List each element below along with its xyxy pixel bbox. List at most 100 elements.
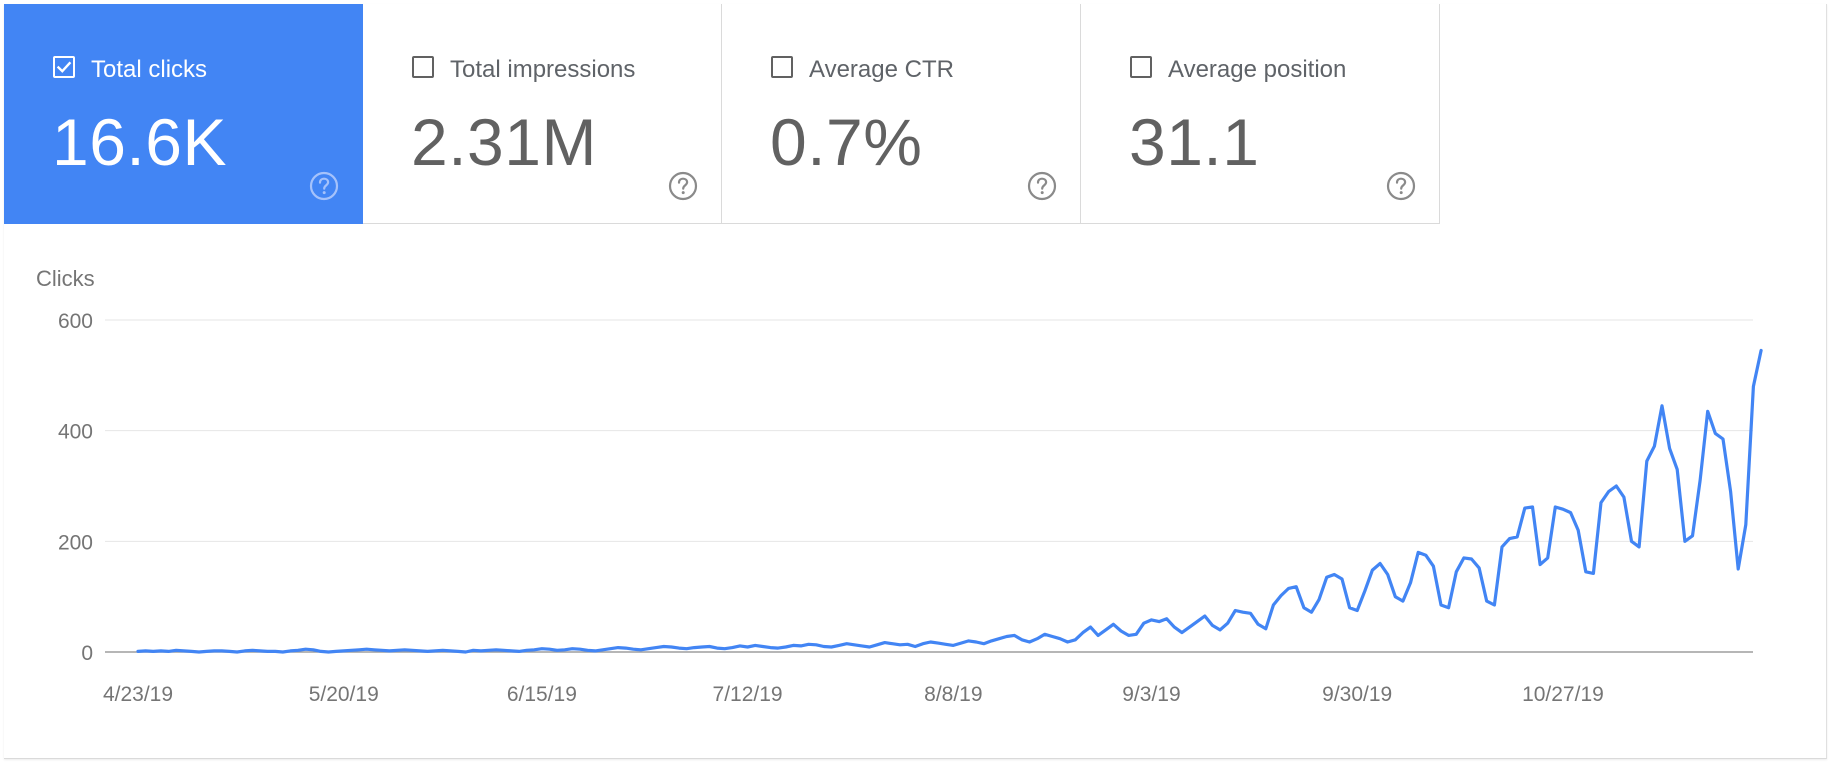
data-point[interactable]: [233, 648, 241, 656]
data-point[interactable]: [1155, 618, 1163, 626]
data-point[interactable]: [309, 646, 317, 654]
data-point[interactable]: [606, 645, 614, 653]
data-point[interactable]: [149, 647, 157, 655]
data-point[interactable]: [637, 646, 645, 654]
data-point[interactable]: [218, 647, 226, 655]
data-point[interactable]: [1003, 633, 1011, 641]
data-point[interactable]: [1490, 601, 1498, 609]
data-point[interactable]: [408, 646, 416, 654]
data-point[interactable]: [340, 647, 348, 655]
data-point[interactable]: [1285, 584, 1293, 592]
data-point[interactable]: [713, 644, 721, 652]
data-point[interactable]: [599, 646, 607, 654]
data-point[interactable]: [1506, 535, 1514, 543]
data-point[interactable]: [530, 646, 538, 654]
data-point[interactable]: [1170, 623, 1178, 631]
data-point[interactable]: [1216, 626, 1224, 634]
data-point[interactable]: [835, 641, 843, 649]
data-point[interactable]: [241, 647, 249, 655]
data-point[interactable]: [759, 643, 767, 651]
data-point[interactable]: [1361, 587, 1369, 595]
data-point[interactable]: [995, 635, 1003, 643]
data-point[interactable]: [1132, 630, 1140, 638]
data-point[interactable]: [1597, 499, 1605, 507]
data-point[interactable]: [416, 647, 424, 655]
data-point[interactable]: [942, 640, 950, 648]
data-point[interactable]: [302, 645, 310, 653]
data-point[interactable]: [645, 645, 653, 653]
data-point[interactable]: [507, 647, 515, 655]
data-point[interactable]: [1437, 601, 1445, 609]
data-point[interactable]: [820, 643, 828, 651]
data-point[interactable]: [1384, 571, 1392, 579]
data-point[interactable]: [1612, 482, 1620, 490]
data-point[interactable]: [1338, 575, 1346, 583]
data-point[interactable]: [515, 647, 523, 655]
data-point[interactable]: [1429, 562, 1437, 570]
data-point[interactable]: [279, 648, 287, 656]
data-point[interactable]: [911, 643, 919, 651]
data-point[interactable]: [827, 643, 835, 651]
data-point[interactable]: [500, 646, 508, 654]
data-point[interactable]: [195, 648, 203, 656]
data-point[interactable]: [1521, 504, 1529, 512]
data-point[interactable]: [1711, 429, 1719, 437]
data-point[interactable]: [1224, 619, 1232, 627]
data-point[interactable]: [1666, 444, 1674, 452]
data-point[interactable]: [927, 638, 935, 646]
data-point[interactable]: [957, 639, 965, 647]
data-point[interactable]: [919, 640, 927, 648]
clicks-line-chart[interactable]: Clicks 0 200 400 600 4/23/19 5/20/19 6/15/19 7…: [4, 224, 1826, 758]
data-point[interactable]: [1346, 604, 1354, 612]
data-point[interactable]: [767, 644, 775, 652]
data-point[interactable]: [1300, 604, 1308, 612]
data-point[interactable]: [1391, 593, 1399, 601]
data-point[interactable]: [1689, 532, 1697, 540]
data-point[interactable]: [576, 645, 584, 653]
data-point[interactable]: [858, 642, 866, 650]
data-point[interactable]: [1064, 638, 1072, 646]
data-point[interactable]: [622, 644, 630, 652]
data-point[interactable]: [1087, 623, 1095, 631]
data-point[interactable]: [1094, 631, 1102, 639]
data-point[interactable]: [1376, 560, 1384, 568]
data-point[interactable]: [370, 646, 378, 654]
data-point[interactable]: [355, 646, 363, 654]
data-point[interactable]: [1704, 407, 1712, 415]
data-point[interactable]: [1056, 635, 1064, 643]
data-point[interactable]: [1650, 442, 1658, 450]
data-point[interactable]: [1163, 615, 1171, 623]
data-point[interactable]: [1681, 537, 1689, 545]
data-point[interactable]: [1628, 537, 1636, 545]
data-point[interactable]: [553, 646, 561, 654]
data-point[interactable]: [1353, 607, 1361, 615]
metric-card-total-clicks[interactable]: Total clicks 16.6K: [4, 4, 363, 224]
data-point[interactable]: [1620, 493, 1628, 501]
metric-card-average-ctr[interactable]: Average CTR 0.7%: [722, 4, 1081, 224]
data-point[interactable]: [1513, 533, 1521, 541]
data-point[interactable]: [1742, 521, 1750, 529]
data-point[interactable]: [1033, 635, 1041, 643]
data-point[interactable]: [1567, 509, 1575, 517]
data-point[interactable]: [446, 647, 454, 655]
data-point[interactable]: [1749, 382, 1757, 390]
data-point[interactable]: [1262, 625, 1270, 633]
data-point[interactable]: [401, 646, 409, 654]
data-point[interactable]: [424, 647, 432, 655]
data-point[interactable]: [949, 641, 957, 649]
data-point[interactable]: [1483, 597, 1491, 605]
data-point[interactable]: [904, 640, 912, 648]
data-point[interactable]: [1186, 623, 1194, 631]
data-point[interactable]: [538, 645, 546, 653]
data-point[interactable]: [1125, 631, 1133, 639]
data-point[interactable]: [1018, 636, 1026, 644]
data-point[interactable]: [1315, 595, 1323, 603]
data-point[interactable]: [187, 647, 195, 655]
data-point[interactable]: [1574, 526, 1582, 534]
data-point[interactable]: [881, 639, 889, 647]
clicks-series-line[interactable]: [136, 348, 1763, 654]
data-point[interactable]: [1239, 608, 1247, 616]
data-point[interactable]: [629, 645, 637, 653]
data-point[interactable]: [698, 643, 706, 651]
data-point[interactable]: [843, 640, 851, 648]
